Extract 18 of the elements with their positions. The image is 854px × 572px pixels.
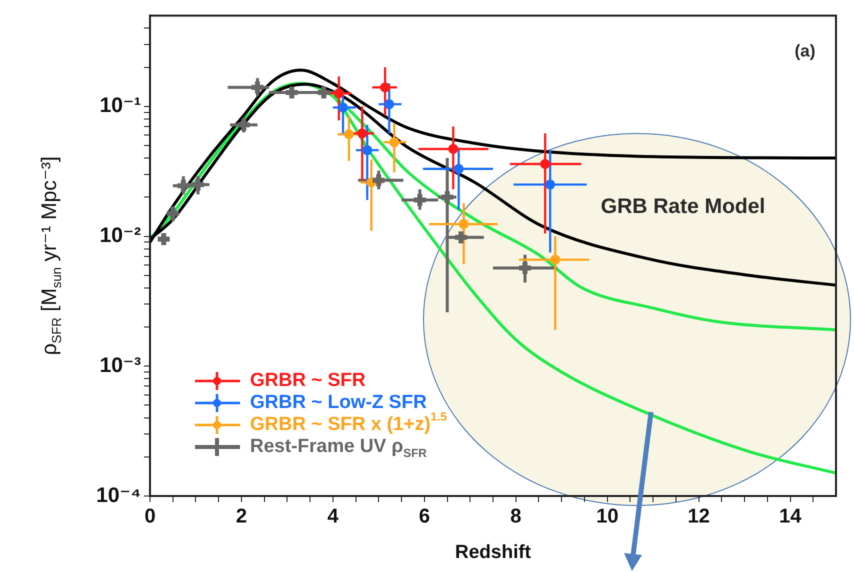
y-tick-label: 10⁻¹ — [100, 94, 142, 118]
x-tick-label: 8 — [510, 506, 522, 528]
x-tick-label: 10 — [596, 506, 618, 528]
x-tick-label: 14 — [779, 506, 802, 528]
x-tick-label: 2 — [236, 506, 248, 528]
y-tick-label: 10⁻³ — [100, 354, 142, 377]
annotation: GRB Rate Model — [600, 194, 766, 218]
x-tick-label: 0 — [144, 506, 156, 528]
y-axis-title: ρSFR [Msun yr⁻¹ Mpc⁻³] — [38, 156, 64, 356]
y-tick-label: 10⁻² — [100, 224, 142, 248]
legend-label: GRBR ~ SFR — [250, 370, 366, 392]
x-tick-label: 4 — [327, 506, 340, 528]
y-tick-label: 10⁻⁴ — [96, 484, 141, 507]
x-tick-label: 6 — [418, 506, 430, 528]
x-tick-label: 12 — [688, 506, 710, 528]
legend-label: GRBR ~ Low-Z SFR — [250, 392, 428, 414]
annotation: (a) — [794, 42, 816, 61]
x-axis-title: Redshift — [455, 542, 532, 563]
